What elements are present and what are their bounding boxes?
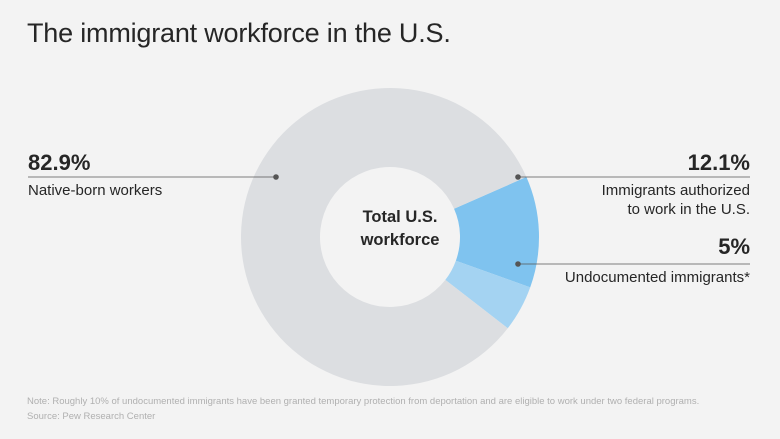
chart-title: The immigrant workforce in the U.S. [27,18,451,48]
native-value-label: 82.9% [28,150,91,175]
donut-slice-native [240,87,527,386]
leader-dot-authorized [515,174,521,180]
footnote: Note: Roughly 10% of undocumented immigr… [27,396,700,407]
donut-center-label: Total U.S. workforce [330,206,470,252]
undocumented-value-label: 5% [718,234,750,259]
center-label-line-2: workforce [360,231,440,249]
donut-slice-undocumented [445,260,531,329]
authorized-label-line-2: to work in the U.S. [627,201,750,218]
source-note: Source: Pew Research Center [27,411,156,422]
leader-dot-native [273,174,279,180]
authorized-label-line-1: Immigrants authorized [601,182,750,199]
leader-dot-undocumented [515,261,521,267]
authorized-category-label: Immigrants authorized to work in the U.S… [602,181,750,219]
center-label-line-1: Total U.S. [362,208,438,226]
donut-slice-authorized [454,176,539,288]
authorized-value-label: 12.1% [687,150,750,175]
native-category-label: Native-born workers [28,182,163,199]
undocumented-category-label: Undocumented immigrants* [564,269,750,286]
